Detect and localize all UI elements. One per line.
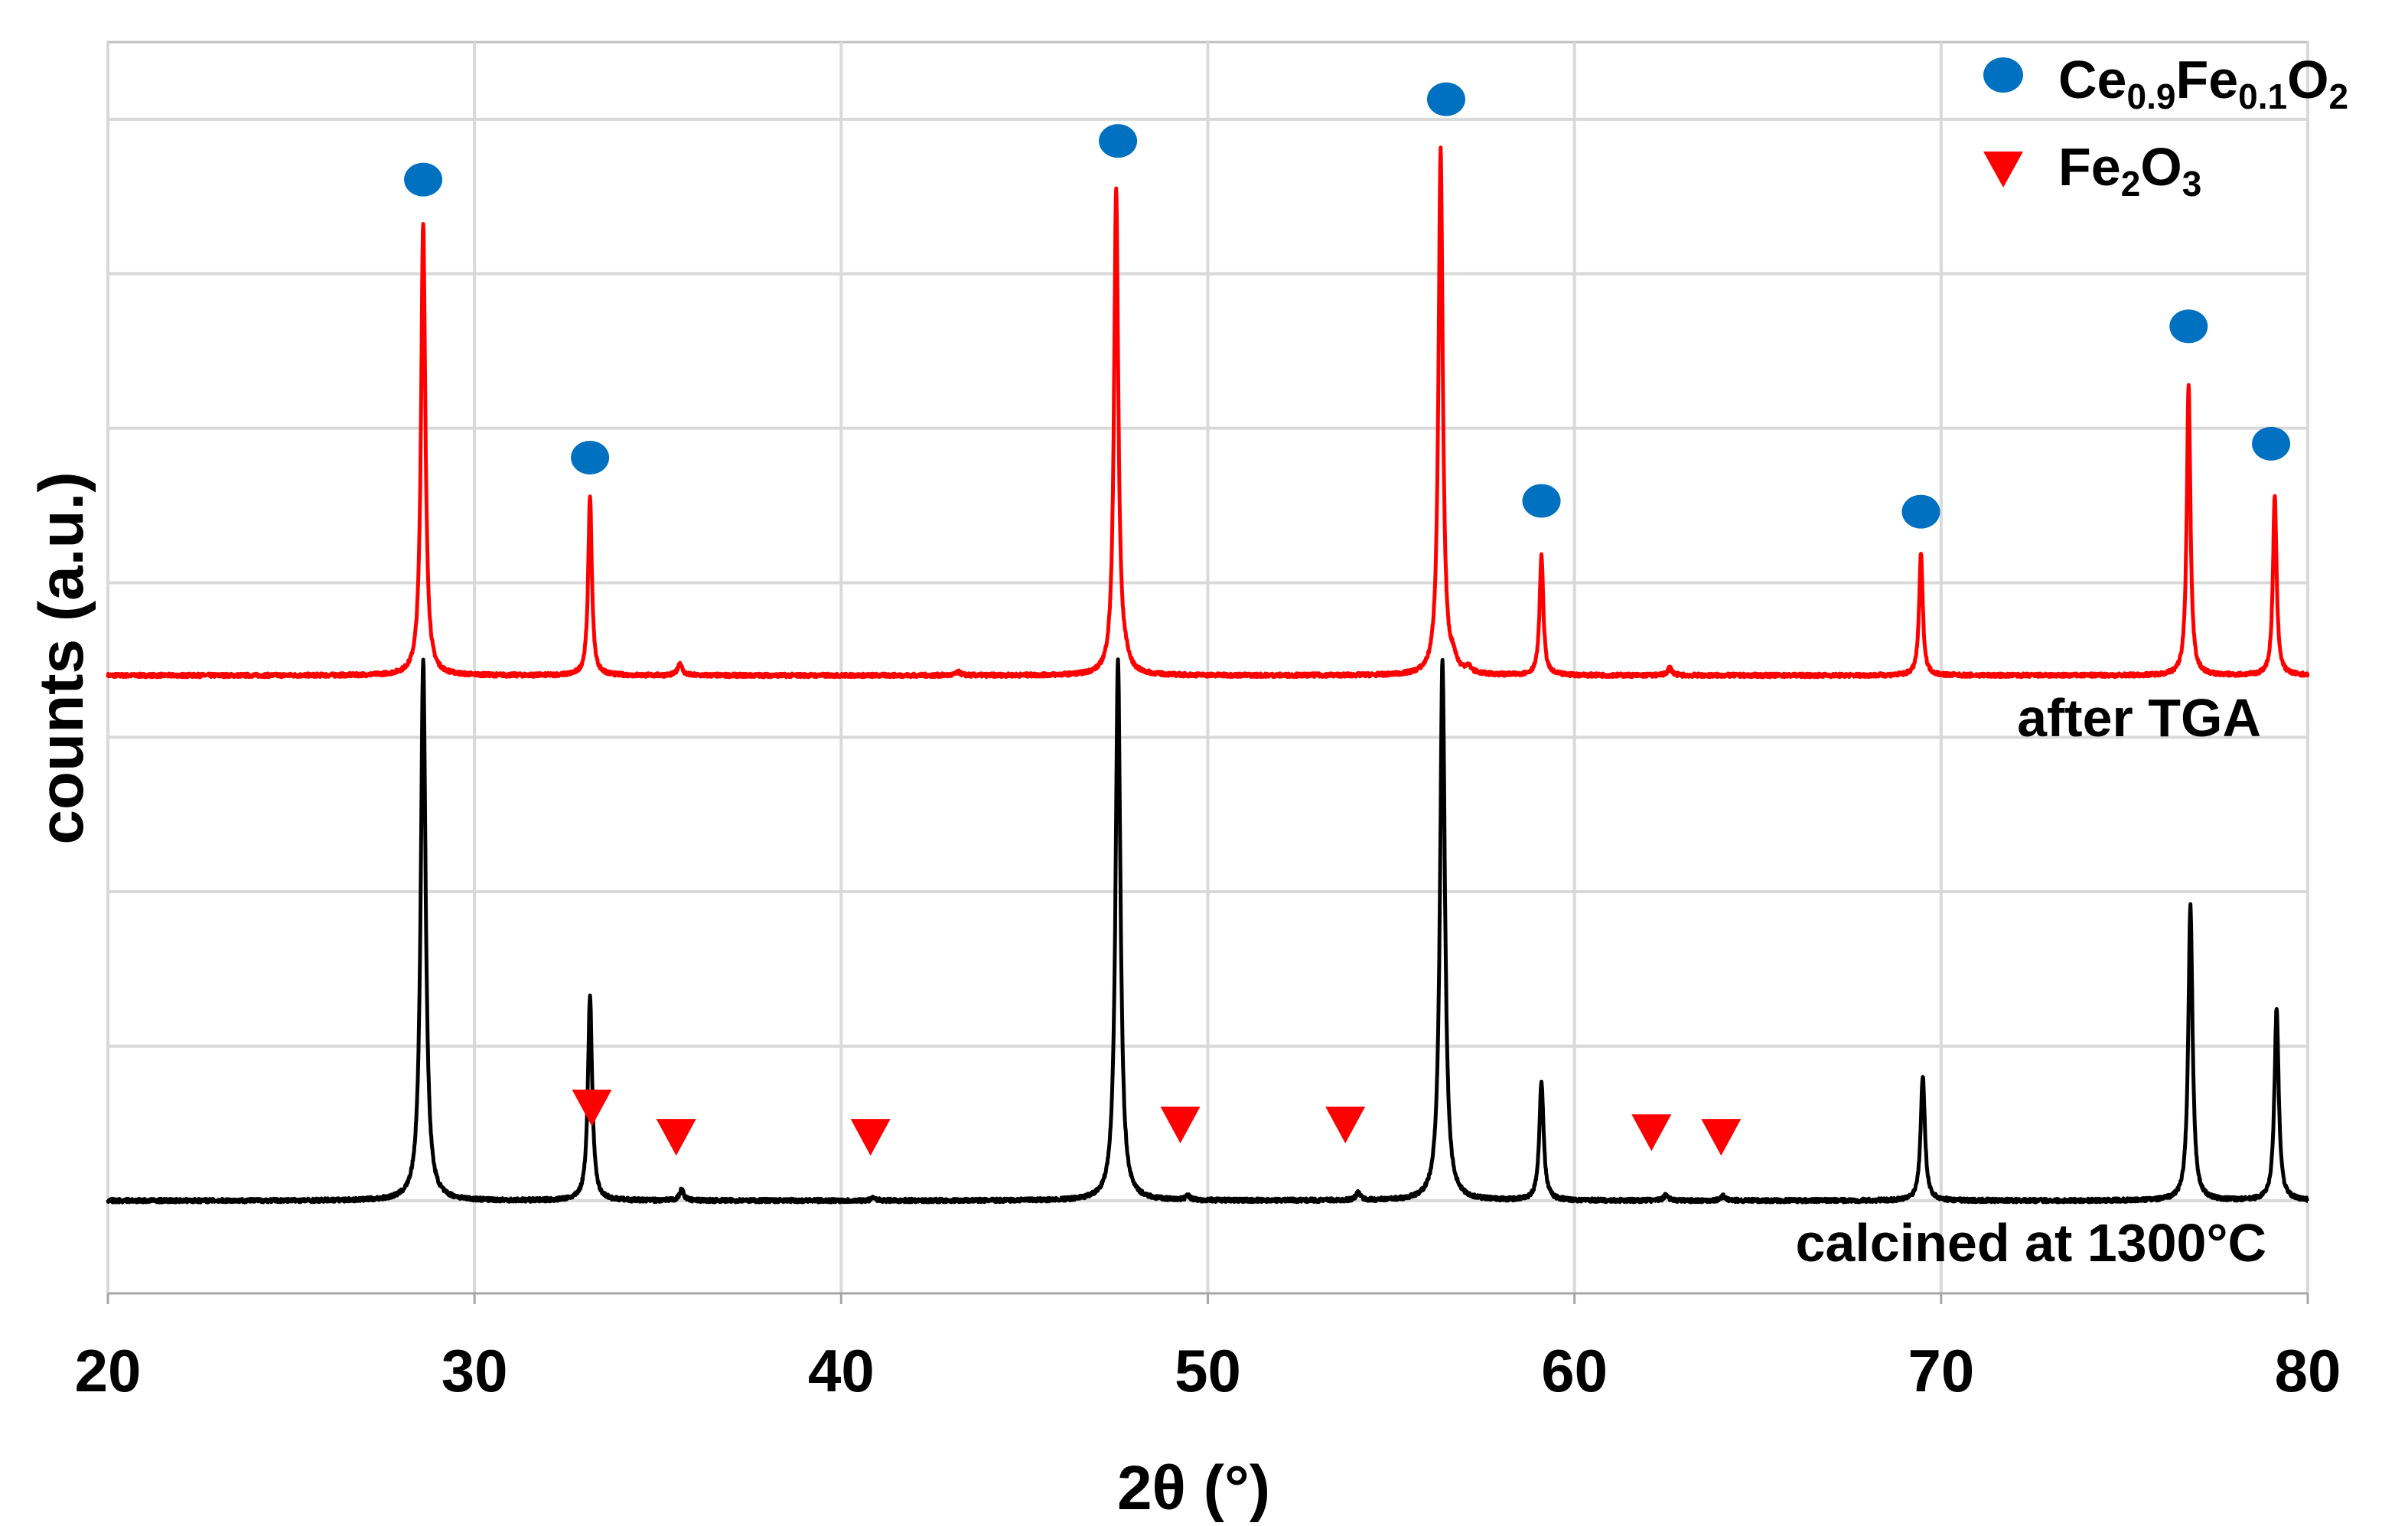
hematite-peak-marker xyxy=(1701,1119,1742,1156)
x-tick-labels: 20 30 40 50 60 70 80 xyxy=(75,1293,2341,1404)
legend-label-hematite: Fe2O3 xyxy=(2058,137,2201,204)
y-axis-title: counts (a.u.) xyxy=(27,471,96,844)
hematite-peak-marker xyxy=(850,1119,891,1156)
hematite-peak-marker xyxy=(1631,1114,1672,1152)
series-group xyxy=(106,145,2310,1205)
legend-triangle-marker xyxy=(1983,152,2023,187)
ceria-peak-marker xyxy=(571,440,610,474)
x-tick-label: 50 xyxy=(1175,1337,1241,1404)
ceria-peak-marker xyxy=(1522,484,1561,518)
ceria-peak-marker xyxy=(1901,494,1940,529)
ceria-peak-marker xyxy=(1099,124,1138,158)
hematite-peak-marker xyxy=(1325,1106,1366,1143)
x-tick-label: 70 xyxy=(1908,1337,1974,1404)
legend-entry-hematite: Fe2O3 xyxy=(1983,137,2201,204)
legend-label-ceria: Ce0.9Fe0.1O2 xyxy=(2058,50,2348,116)
x-tick-label: 40 xyxy=(808,1337,875,1404)
x-tick-label: 80 xyxy=(2275,1337,2341,1404)
hematite-peak-marker xyxy=(1160,1106,1201,1143)
x-axis-title: 2θ (°) xyxy=(1117,1453,1270,1523)
series-label-after-tga: after TGA xyxy=(2017,688,2261,748)
series-line-1 xyxy=(106,657,2309,1205)
ceria-peak-marker xyxy=(2169,309,2208,344)
legend-entry-ceria: Ce0.9Fe0.1O2 xyxy=(1983,50,2348,116)
x-tick-label: 20 xyxy=(75,1337,142,1404)
ceria-peak-marker xyxy=(404,162,443,197)
ceria-peak-marker xyxy=(2252,426,2291,461)
x-tick-label: 30 xyxy=(442,1337,508,1404)
series-label-calcined: calcined at 1300°C xyxy=(1795,1213,2266,1273)
x-tick-label: 60 xyxy=(1541,1337,1608,1404)
hematite-peak-marker xyxy=(656,1119,696,1156)
hematite-peak-marker xyxy=(572,1089,612,1127)
series-line-0 xyxy=(106,145,2310,680)
legend-circle-marker xyxy=(1983,57,2023,93)
ceria-peak-marker xyxy=(1426,82,1465,116)
legend: Ce0.9Fe0.1O2 Fe2O3 xyxy=(1983,50,2348,204)
grid xyxy=(106,41,2309,1295)
phase-markers xyxy=(404,82,2291,1156)
